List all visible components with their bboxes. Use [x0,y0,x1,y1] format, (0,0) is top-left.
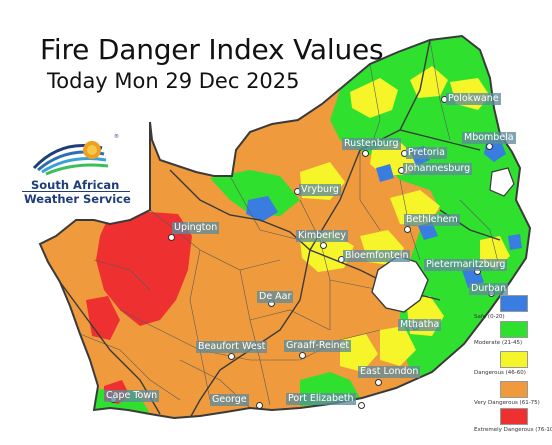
legend-swatch-extremely-dangerous [500,408,528,425]
city-marker [256,402,263,409]
legend-label-extremely-dangerous: Extremely Dangerous (76-100) [474,427,552,433]
legend-swatch-dangerous [500,351,528,368]
zone-safe-1 [246,196,278,222]
zone-safe-5 [418,222,438,240]
city-label: East London [358,366,421,378]
city-label: Mbombela [462,132,516,144]
city-label: De Aar [257,291,294,303]
zone-moderate-northwest [210,170,300,216]
legend-item-moderate: Moderate (21-45) [474,321,549,346]
legend-swatch-moderate [500,321,528,338]
city-label: Graaff-Reinet [284,340,352,352]
city-label: George [210,394,249,406]
city-label: Pietermaritzburg [424,259,508,271]
saws-logo-icon: ® [32,133,119,176]
legend-item-safe: Safe (0-20) [474,295,549,320]
city-label: Cape Town [104,390,160,402]
city-label: Rustenburg [342,138,401,150]
legend-item-very-dangerous: Very Dangerous (61-75) [474,381,549,406]
svg-text:®: ® [114,133,119,140]
zone-safe-3 [376,164,394,182]
city-marker [404,226,411,233]
logo-text-line2: Weather Service [24,192,131,206]
legend-label-moderate: Moderate (21-45) [474,340,523,346]
page-subtitle: Today Mon 29 Dec 2025 [47,69,300,93]
legend-label-safe: Safe (0-20) [474,314,505,320]
city-label: Mthatha [398,319,442,331]
city-marker [299,352,306,359]
city-marker [228,353,235,360]
eswatini-region [489,167,515,197]
zone-extreme-1 [96,212,192,326]
city-label: Kimberley [296,230,349,242]
legend-item-dangerous: Dangerous (46-60) [474,351,549,376]
city-marker [362,150,369,157]
city-label: Bethlehem [404,214,460,226]
page-title: Fire Danger Index Values [40,33,384,66]
legend-swatch-very-dangerous [500,381,528,398]
city-label: Bloemfontein [343,250,411,262]
country-outline [38,34,532,420]
logo-text-line1: South African [31,178,120,192]
city-label: Vryburg [299,184,341,196]
legend-item-extremely-dangerous: Extremely Dangerous (76-100) [474,408,552,433]
city-label: Polokwane [446,93,501,105]
city-label: Upington [172,222,220,234]
city-marker [358,402,365,409]
legend-swatch-safe [500,295,528,312]
city-label: Beaufort West [196,341,268,353]
district-boundaries [79,39,501,409]
city-marker [375,379,382,386]
city-marker [320,242,327,249]
city-label: Durban [469,283,509,295]
legend-label-dangerous: Dangerous (46-60) [474,370,526,376]
zone-dangerous-1 [350,78,398,118]
city-marker [168,234,175,241]
zone-dangerous-10 [380,326,416,366]
city-label: Pretoria [406,147,448,159]
legend-label-very-dangerous: Very Dangerous (61-75) [474,400,540,406]
zone-safe-7 [508,234,522,250]
city-label: Port Elizabeth [286,393,356,405]
city-marker [486,143,493,150]
city-label: Johannesburg [403,163,473,175]
logo-divider [22,191,130,192]
